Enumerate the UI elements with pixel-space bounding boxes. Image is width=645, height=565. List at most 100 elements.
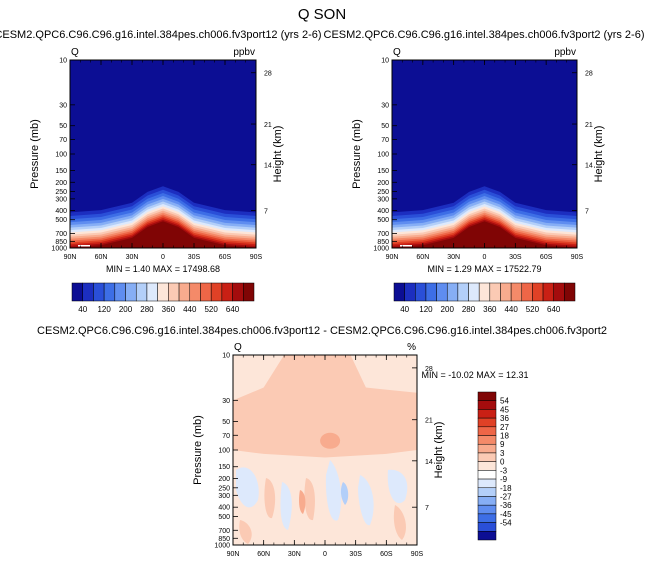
colorbar-label: 54 bbox=[500, 397, 509, 406]
y-axis-title: Pressure (mb) bbox=[351, 119, 363, 189]
y-right-axis-title: Height (km) bbox=[593, 126, 605, 183]
colorbar-label: 27 bbox=[500, 423, 509, 432]
colorbar-label: 280 bbox=[140, 305, 154, 314]
y-tick-label: 250 bbox=[55, 189, 67, 196]
y-tick-label: 70 bbox=[59, 137, 67, 144]
y-right-tick-label: 7 bbox=[264, 209, 268, 216]
panel-2: CESM2.QPC6.C96.C96.g16.intel.384pes.ch00… bbox=[324, 29, 645, 314]
field-patch bbox=[325, 460, 342, 521]
colorbar-swatch bbox=[510, 282, 523, 302]
field-patch bbox=[239, 520, 252, 544]
heatmap-field bbox=[233, 355, 417, 545]
colorbar-swatch bbox=[477, 531, 497, 541]
y-tick-label: 200 bbox=[55, 180, 67, 187]
colorbar-swatch bbox=[521, 282, 533, 302]
y-tick-label: 300 bbox=[377, 196, 389, 203]
colorbar-label: 0 bbox=[500, 458, 505, 467]
colorbar-swatch bbox=[477, 461, 497, 471]
colorbar-swatch bbox=[135, 282, 148, 302]
colorbar-swatch bbox=[477, 400, 497, 410]
y-tick-label: 100 bbox=[55, 152, 67, 159]
colorbar-swatch bbox=[542, 282, 554, 302]
colorbar-swatch bbox=[477, 417, 497, 428]
panel-variable-label: Q bbox=[234, 342, 242, 353]
colorbar-label: 120 bbox=[419, 305, 433, 314]
x-tick-label: 90S bbox=[571, 254, 584, 261]
field-artifact bbox=[78, 245, 90, 247]
y-tick-label: 50 bbox=[59, 123, 67, 130]
y-tick-label: 250 bbox=[377, 189, 389, 196]
y-tick-label: 100 bbox=[377, 152, 389, 159]
y-right-tick-label: 14 bbox=[425, 459, 433, 466]
colorbar-swatch bbox=[189, 282, 201, 302]
colorbar-swatch bbox=[477, 487, 497, 497]
y-tick-label: 850 bbox=[377, 239, 389, 246]
y-tick-label: 400 bbox=[218, 505, 230, 512]
colorbar-label: 200 bbox=[441, 305, 455, 314]
colorbar-swatch bbox=[200, 282, 212, 302]
colorbar-swatch bbox=[146, 282, 158, 302]
y-tick-label: 250 bbox=[218, 485, 230, 492]
colorbar: 40 120 200 280 360 440 520 640 bbox=[71, 282, 255, 314]
colorbar-swatch bbox=[468, 282, 480, 302]
y-tick-label: 200 bbox=[377, 180, 389, 187]
field-blob bbox=[320, 432, 341, 449]
colorbar-swatch bbox=[404, 282, 416, 302]
colorbar-swatch bbox=[457, 282, 469, 302]
y-tick-label: 70 bbox=[222, 433, 230, 440]
y-right-axis-title: Height (km) bbox=[272, 126, 284, 183]
colorbar-swatch bbox=[446, 282, 459, 302]
field-patch bbox=[358, 475, 374, 526]
y-axis-title: Pressure (mb) bbox=[29, 119, 41, 189]
field-patch bbox=[264, 478, 276, 519]
y-tick-label: 50 bbox=[222, 419, 230, 426]
x-tick-label: 30N bbox=[126, 254, 139, 261]
colorbar-label: -27 bbox=[500, 492, 512, 501]
x-tick-label: 0 bbox=[483, 254, 487, 261]
y-tick-label: 500 bbox=[218, 514, 230, 521]
x-tick-label: 90S bbox=[411, 551, 424, 558]
y-right-tick-label: 21 bbox=[585, 122, 593, 129]
y-tick-label: 500 bbox=[377, 217, 389, 224]
colorbar-swatch bbox=[157, 282, 169, 302]
field-patch bbox=[387, 469, 408, 504]
colorbar-swatch bbox=[82, 282, 94, 302]
x-tick-label: 60S bbox=[380, 551, 393, 558]
heatmap-field bbox=[70, 60, 256, 248]
colorbar-swatch bbox=[477, 443, 497, 454]
y-tick-label: 10 bbox=[222, 353, 230, 360]
x-tick-label: 30S bbox=[349, 551, 362, 558]
y-tick-label: 150 bbox=[377, 168, 389, 175]
colorbar-swatch bbox=[168, 282, 180, 302]
colorbar-label: -36 bbox=[500, 501, 512, 510]
panel-units-label: ppbv bbox=[233, 47, 255, 58]
y-tick-label: 850 bbox=[55, 239, 67, 246]
y-right-axis-title: Height (km) bbox=[433, 422, 445, 479]
colorbar-swatch bbox=[71, 282, 83, 302]
x-tick-label: 30S bbox=[509, 254, 522, 261]
colorbar-swatch bbox=[477, 478, 497, 489]
y-tick-label: 500 bbox=[55, 217, 67, 224]
heatmap-field bbox=[392, 60, 577, 248]
field-band bbox=[392, 221, 577, 248]
y-tick-label: 50 bbox=[381, 123, 389, 130]
y-tick-label: 70 bbox=[381, 137, 389, 144]
x-tick-label: 90N bbox=[64, 254, 77, 261]
colorbar-label: 3 bbox=[500, 449, 505, 458]
colorbar-swatch bbox=[210, 282, 223, 302]
colorbar-swatch bbox=[477, 409, 497, 419]
colorbar-swatch bbox=[232, 282, 244, 302]
colorbar-label: 440 bbox=[504, 305, 518, 314]
panel-title: CESM2.QPC6.C96.C96.g16.intel.384pes.ch00… bbox=[0, 29, 322, 41]
colorbar-swatch bbox=[103, 282, 116, 302]
colorbar-swatch bbox=[477, 426, 497, 436]
x-tick-label: 30N bbox=[288, 551, 301, 558]
y-right-tick-label: 21 bbox=[264, 122, 272, 129]
y-tick-label: 300 bbox=[55, 196, 67, 203]
colorbar-swatch bbox=[477, 504, 497, 515]
colorbar-label: 40 bbox=[78, 305, 87, 314]
y-tick-label: 10 bbox=[381, 58, 389, 65]
y-right-tick-label: 21 bbox=[425, 418, 433, 425]
